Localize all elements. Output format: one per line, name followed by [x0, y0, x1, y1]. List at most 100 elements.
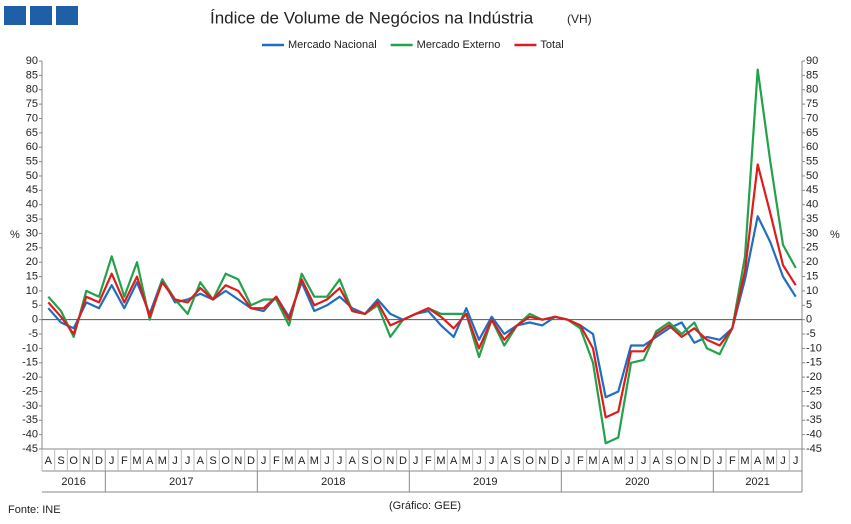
y2-tick-label: -10: [806, 342, 822, 354]
y-tick-label: -35: [22, 414, 38, 426]
y2-tick-label: 25: [806, 242, 818, 254]
x-tick-label: F: [425, 455, 432, 467]
x-tick-label: N: [538, 455, 546, 467]
y-tick-label: 75: [26, 98, 38, 110]
x-tick-label: J: [337, 455, 343, 467]
series-line: [47, 215, 797, 399]
x-tick-label: N: [234, 455, 242, 467]
y2-tick-label: -15: [806, 357, 822, 369]
x-tick-label: F: [273, 455, 280, 467]
y-tick-label: 60: [26, 141, 38, 153]
legend-label: Mercado Nacional: [288, 39, 377, 51]
y2-tick-label: 10: [806, 285, 818, 297]
group-label: 2016: [61, 476, 85, 488]
y-tick-label: -5: [28, 328, 38, 340]
x-tick-label: J: [641, 455, 647, 467]
x-tick-label: J: [780, 455, 786, 467]
y-tick-label: 85: [26, 69, 38, 81]
y-tick-label: 30: [26, 227, 38, 239]
y-tick-label: 50: [26, 170, 38, 182]
x-tick-label: S: [513, 455, 520, 467]
series-line: [47, 163, 797, 419]
x-tick-label: M: [588, 455, 597, 467]
y2-tick-label: -40: [806, 429, 822, 441]
x-tick-label: O: [677, 455, 686, 467]
x-tick-label: M: [132, 455, 141, 467]
chart-title-suffix: (VH): [567, 12, 592, 26]
y2-axis-label: %: [830, 229, 840, 241]
x-tick-label: F: [121, 455, 128, 467]
x-tick-label: D: [399, 455, 407, 467]
x-tick-label: N: [82, 455, 90, 467]
y-tick-label: 55: [26, 155, 38, 167]
y2-tick-label: -5: [806, 328, 816, 340]
x-tick-label: J: [261, 455, 267, 467]
group-label: 2020: [625, 476, 649, 488]
x-tick-label: A: [501, 455, 509, 467]
x-tick-label: M: [740, 455, 749, 467]
x-tick-label: A: [602, 455, 610, 467]
x-tick-label: S: [665, 455, 672, 467]
x-tick-label: S: [57, 455, 64, 467]
y-tick-label: 90: [26, 55, 38, 67]
y2-tick-label: 40: [806, 199, 818, 211]
x-tick-label: J: [476, 455, 482, 467]
x-tick-label: J: [717, 455, 723, 467]
x-tick-label: N: [386, 455, 394, 467]
y2-tick-label: -20: [806, 371, 822, 383]
group-label: 2018: [321, 476, 345, 488]
y2-tick-label: 80: [806, 84, 818, 96]
y-tick-label: 65: [26, 127, 38, 139]
x-tick-label: S: [209, 455, 216, 467]
x-tick-label: M: [614, 455, 623, 467]
y2-tick-label: 30: [806, 227, 818, 239]
y2-tick-label: 75: [806, 98, 818, 110]
chart-title: Índice de Volume de Negócios na Indústri…: [210, 8, 534, 27]
y2-tick-label: 0: [806, 314, 812, 326]
x-tick-label: A: [450, 455, 458, 467]
x-tick-label: D: [703, 455, 711, 467]
x-tick-label: A: [45, 455, 53, 467]
x-tick-label: A: [349, 455, 357, 467]
y-tick-label: -20: [22, 371, 38, 383]
x-tick-label: J: [489, 455, 495, 467]
x-tick-label: F: [729, 455, 736, 467]
y2-tick-label: 20: [806, 256, 818, 268]
y-tick-label: -45: [22, 443, 38, 455]
x-tick-label: D: [95, 455, 103, 467]
y-tick-label: 35: [26, 213, 38, 225]
x-tick-label: J: [324, 455, 330, 467]
y-tick-label: -15: [22, 357, 38, 369]
y2-tick-label: 85: [806, 69, 818, 81]
y2-tick-label: 65: [806, 127, 818, 139]
group-label: 2019: [473, 476, 497, 488]
legend-label: Mercado Externo: [417, 39, 501, 51]
y2-tick-label: -45: [806, 443, 822, 455]
y2-tick-label: 15: [806, 270, 818, 282]
y2-tick-label: -30: [806, 400, 822, 412]
y-tick-label: -30: [22, 400, 38, 412]
y2-tick-label: 70: [806, 112, 818, 124]
x-tick-label: A: [754, 455, 762, 467]
y-tick-label: 25: [26, 242, 38, 254]
y-tick-label: 80: [26, 84, 38, 96]
y-tick-label: 70: [26, 112, 38, 124]
y2-tick-label: -25: [806, 385, 822, 397]
x-tick-label: M: [158, 455, 167, 467]
x-tick-label: A: [146, 455, 154, 467]
y-tick-label: 45: [26, 184, 38, 196]
y2-tick-label: 35: [806, 213, 818, 225]
y-axis-label: %: [10, 229, 20, 241]
x-tick-label: S: [361, 455, 368, 467]
x-tick-label: A: [298, 455, 306, 467]
x-tick-label: D: [247, 455, 255, 467]
group-label: 2017: [169, 476, 193, 488]
y-tick-label: 0: [32, 314, 38, 326]
x-tick-label: A: [653, 455, 661, 467]
y2-tick-label: 5: [806, 299, 812, 311]
x-tick-label: O: [373, 455, 382, 467]
y-tick-label: 10: [26, 285, 38, 297]
y-tick-label: -25: [22, 385, 38, 397]
x-tick-label: J: [109, 455, 115, 467]
